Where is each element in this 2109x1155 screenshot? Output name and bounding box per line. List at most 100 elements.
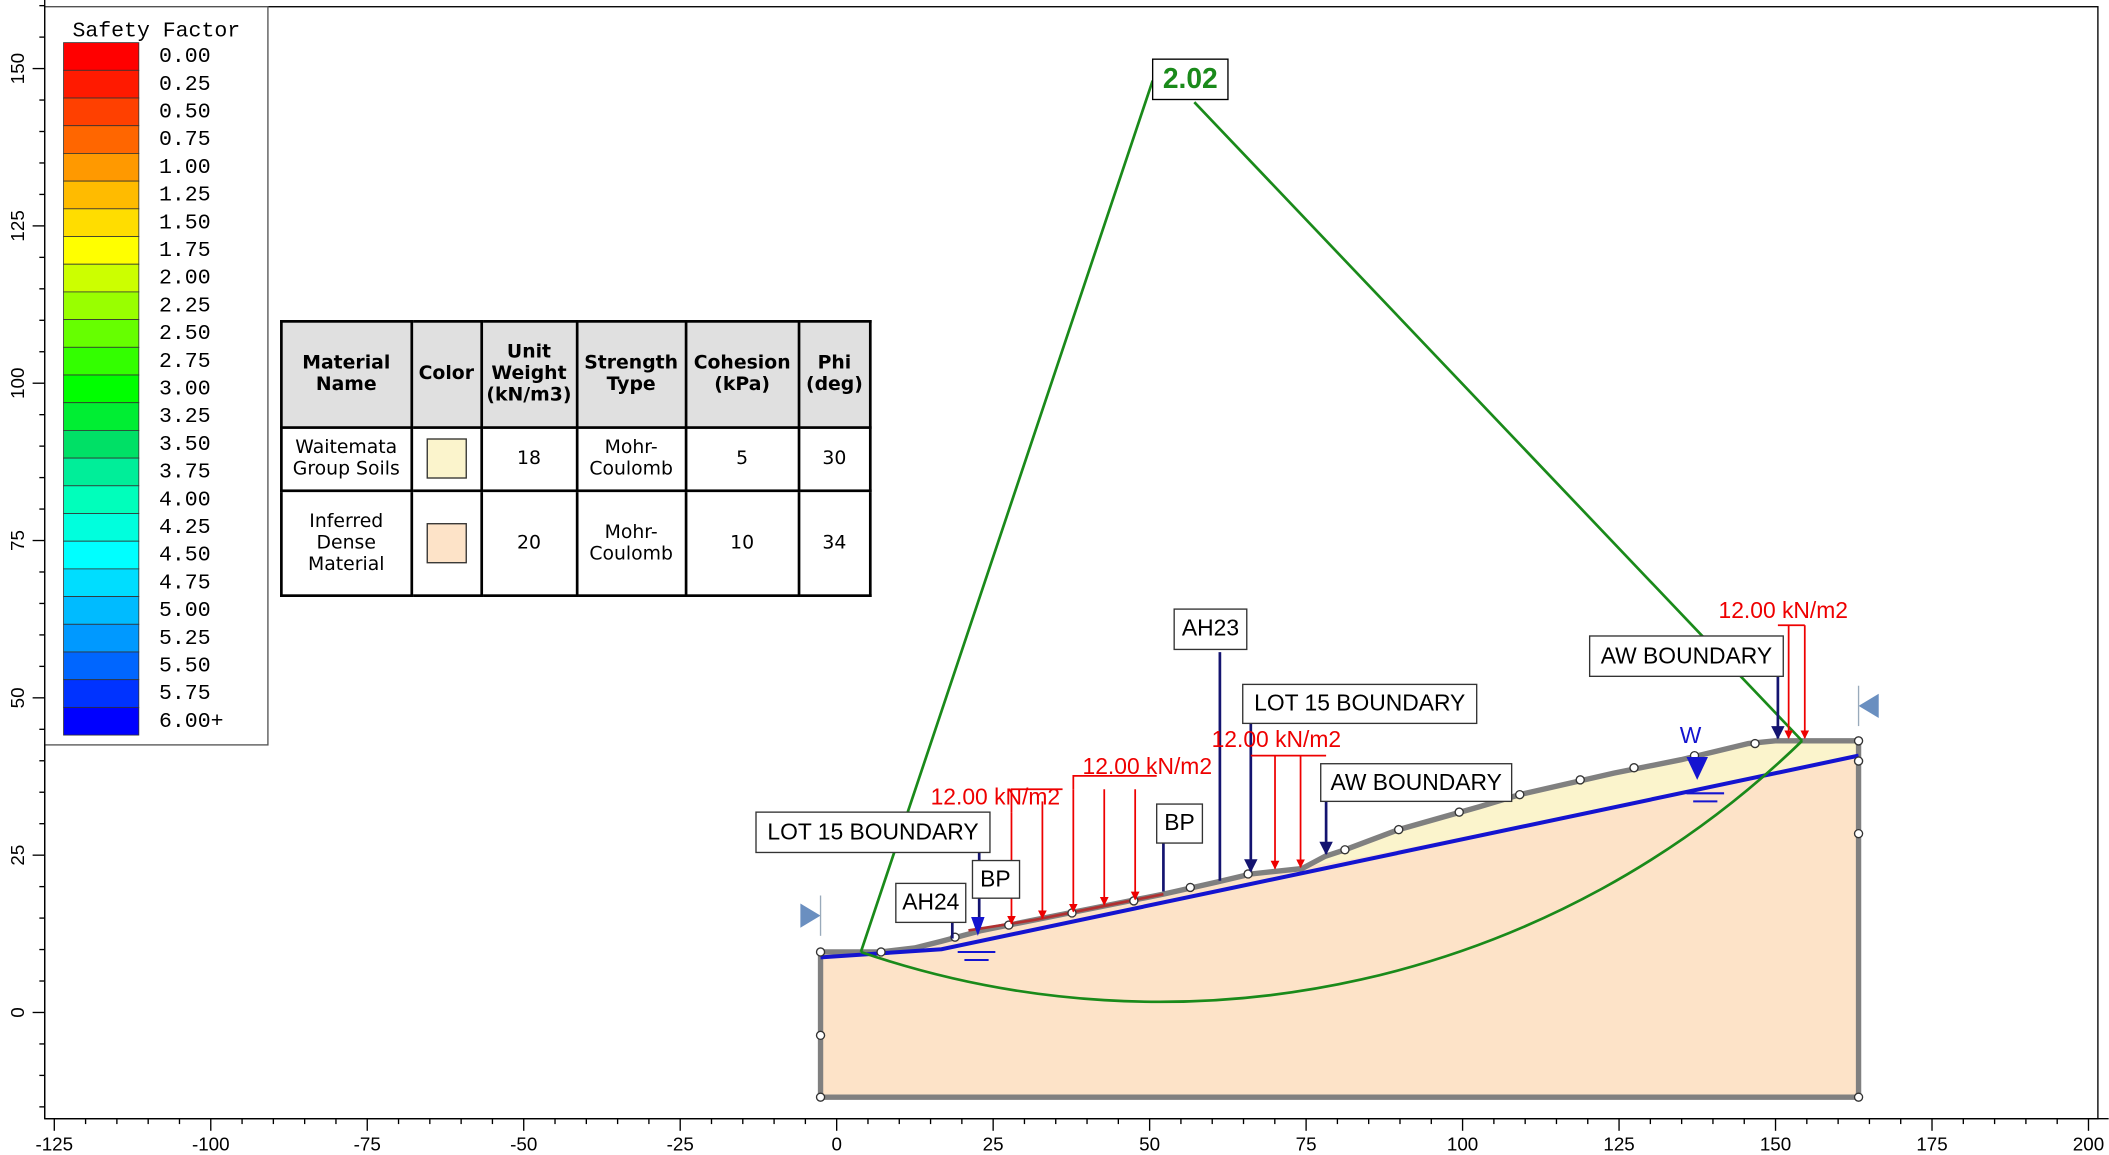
legend-title: Safety Factor: [72, 20, 240, 44]
load-label: 12.00 kN/m2: [1719, 597, 1849, 623]
water-marker: [1686, 757, 1708, 780]
legend-swatch: [63, 319, 140, 348]
legend-swatch: [63, 374, 140, 404]
color-swatch: [426, 438, 467, 479]
legend-label: 5.75: [159, 682, 211, 706]
legend-label: 0.25: [159, 73, 211, 97]
legend-label: 0.00: [159, 45, 211, 69]
legend-label: 4.00: [159, 488, 211, 512]
legend-label: 5.25: [159, 627, 211, 651]
legend-label: 5.00: [159, 599, 211, 623]
x-tick-label: 125: [1603, 1134, 1634, 1155]
dense-material: [820, 740, 1859, 1098]
legend-label: 6.00+: [159, 710, 224, 734]
legend-label: 3.25: [159, 405, 211, 429]
material-table-wrap: Material Name Color Unit Weight (kN/m3) …: [280, 320, 872, 597]
legend-swatch: [63, 153, 140, 182]
legend-swatch: [63, 208, 140, 237]
legend-swatch: [63, 346, 140, 376]
legend-swatch: [63, 457, 140, 487]
y-tick-label: 50: [7, 687, 28, 708]
x-tick-label: -125: [35, 1134, 73, 1155]
x-tick-label: -25: [667, 1134, 694, 1155]
legend-swatch: [63, 402, 140, 431]
legend-swatch: [63, 429, 140, 459]
legend-swatch: [63, 69, 140, 99]
legend-swatch: [63, 97, 140, 127]
y-tick-label: 100: [7, 368, 28, 399]
cell: [409, 425, 483, 492]
cell: Waitemata Group Soils: [280, 425, 413, 492]
y-tick-label: 125: [7, 210, 28, 241]
cell: [409, 488, 483, 597]
legend-label: 2.75: [159, 350, 211, 374]
legend-swatch: [63, 540, 140, 570]
cell: 5: [684, 425, 800, 492]
legend-label: 2.25: [159, 294, 211, 318]
legend-label: 5.50: [159, 655, 211, 679]
header-cell: Color: [409, 320, 483, 429]
radius-line: [1193, 101, 1804, 742]
legend-swatch: [63, 651, 140, 681]
table-row: Waitemata Group Soils 18 Mohr-Coulomb 5 …: [280, 425, 872, 492]
legend-label: 3.00: [159, 378, 211, 402]
safety-factor-label: 2.02: [1163, 62, 1218, 94]
bp-label: BP: [980, 866, 1010, 892]
header-cell: Phi (deg): [797, 320, 872, 429]
borehole-label: AH24: [902, 889, 959, 915]
header-cell: Material Name: [280, 320, 413, 429]
boundary-label: AW BOUNDARY: [1331, 769, 1502, 795]
legend-label: 2.50: [159, 322, 211, 346]
legend-swatch: [63, 679, 140, 708]
legend-swatch: [63, 42, 140, 71]
legend-swatch: [63, 596, 140, 625]
y-tick-label: 0: [7, 1007, 28, 1017]
water-table: [820, 753, 1859, 960]
legend-label: 1.75: [159, 239, 211, 263]
legend-swatch: [63, 180, 140, 210]
y-tick-label: 150: [7, 53, 28, 84]
x-tick-label: 150: [1760, 1134, 1791, 1155]
x-tick-label: 50: [1139, 1134, 1160, 1155]
header-cell: Unit Weight (kN/m3): [480, 320, 578, 429]
legend-swatch: [63, 623, 140, 653]
x-tick-label: 25: [983, 1134, 1004, 1155]
legend-swatch: [63, 513, 140, 542]
bp-label: BP: [1164, 809, 1194, 835]
x-tick-label: 175: [1916, 1134, 1947, 1155]
header-cell: Cohesion (kPa): [684, 320, 800, 429]
header-row: Material Name Color Unit Weight (kN/m3) …: [280, 320, 872, 429]
water-label: W: [1680, 722, 1702, 748]
waitemata-layer: [1264, 740, 1859, 873]
cell: Mohr-Coulomb: [575, 488, 688, 597]
load-label: 12.00 kN/m2: [1083, 753, 1213, 779]
x-tick-label: 200: [2073, 1134, 2104, 1155]
y-tick-label: 75: [7, 530, 28, 551]
cell: Mohr-Coulomb: [575, 425, 688, 492]
x-tick-label: -75: [354, 1134, 381, 1155]
legend-swatch: [63, 236, 140, 265]
slip-surface: [860, 739, 1804, 1004]
legend-label: 4.25: [159, 516, 211, 540]
header-cell: Strength Type: [575, 320, 688, 429]
extent-marker: [1858, 693, 1879, 719]
legend-swatch: [63, 291, 140, 321]
legend-label: 3.50: [159, 433, 211, 457]
cell: 18: [480, 425, 578, 492]
legend-label: 3.75: [159, 461, 211, 485]
legend-label: 4.75: [159, 571, 211, 595]
legend-swatch: [63, 568, 140, 597]
boundary-label: LOT 15 BOUNDARY: [1254, 690, 1465, 716]
radius-line: [859, 80, 1154, 953]
color-swatch: [426, 522, 467, 564]
cell: 20: [480, 488, 578, 597]
legend-label: 0.50: [159, 101, 211, 125]
legend-label: 2.00: [159, 267, 211, 291]
x-tick-label: 0: [831, 1134, 841, 1155]
legend-label: 4.50: [159, 544, 211, 568]
borehole-lines: [950, 652, 1785, 939]
legend-label: 1.00: [159, 156, 211, 180]
boundary-label: LOT 15 BOUNDARY: [767, 819, 978, 845]
cell: Inferred Dense Material: [280, 488, 413, 597]
